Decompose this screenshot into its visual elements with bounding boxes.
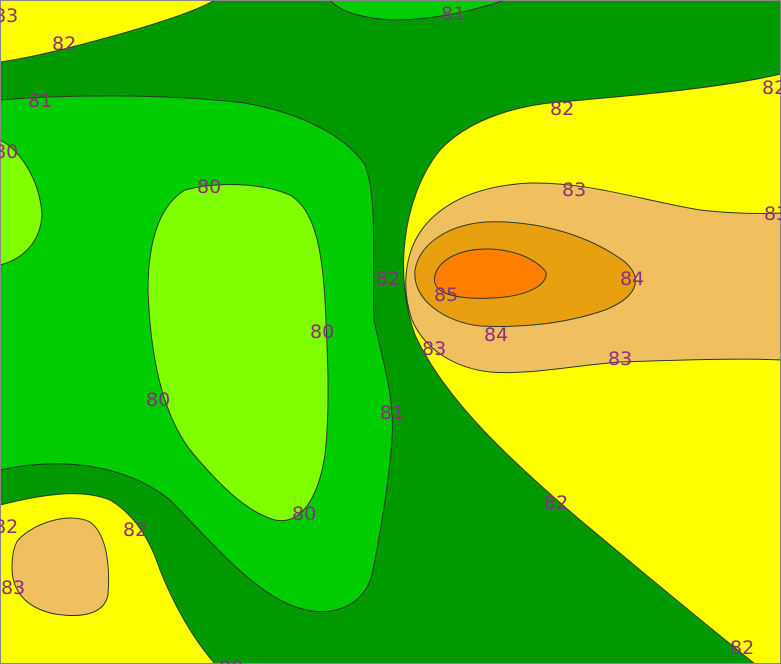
contour-label: 80 [310, 321, 334, 343]
contour-label: 81 [380, 402, 404, 424]
contour-label: 80 [292, 503, 316, 525]
contour-label: 82 [52, 33, 76, 55]
contour-label: 82 [0, 516, 18, 538]
contour-label: 82 [376, 268, 400, 290]
contour-label: 84 [620, 268, 644, 290]
zone-82-top-left [0, 0, 216, 63]
contour-label: 83 [608, 348, 632, 370]
contour-label: 81 [28, 90, 52, 112]
contour-label: 82 [123, 519, 147, 541]
contour-label: 82 [730, 637, 754, 659]
contour-label: 85 [434, 284, 458, 306]
contour-label: 84 [484, 324, 508, 346]
contour-label: 80 [219, 657, 243, 664]
contour-label: 82 [544, 492, 568, 514]
contour-label: 80 [197, 176, 221, 198]
contour-label: 81 [441, 3, 465, 25]
contour-label: 83 [562, 179, 586, 201]
contour-label: 83 [1, 577, 25, 599]
contour-label: 83 [422, 338, 446, 360]
contour-label: 83 [0, 5, 18, 27]
zone-80-left-edge [0, 139, 43, 266]
zone-83-bottom-left [11, 517, 110, 617]
contour-labels: 83 82 81 81 80 82 82 80 83 83 82 85 84 8… [0, 3, 781, 664]
zone-80-center [147, 184, 329, 522]
zone-85 [433, 248, 547, 299]
contour-label: 83 [764, 203, 781, 225]
contour-label: 80 [0, 141, 18, 163]
contour-label: 80 [146, 389, 170, 411]
zone-81-top [329, 0, 506, 21]
contour-label: 82 [762, 77, 781, 99]
contour-label: 82 [550, 98, 574, 120]
